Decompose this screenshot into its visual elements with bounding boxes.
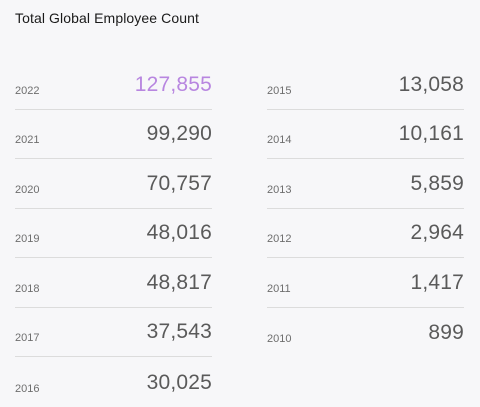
year-label: 2015 bbox=[267, 84, 292, 97]
right-year-column: 2015 13,058 2014 10,161 2013 5,859 2012 … bbox=[267, 60, 464, 357]
page-title: Total Global Employee Count bbox=[15, 10, 200, 26]
year-row: 2016 30,025 bbox=[15, 357, 212, 407]
year-label: 2016 bbox=[15, 382, 40, 395]
year-row: 2013 5,859 bbox=[267, 159, 464, 209]
year-row: 2020 70,757 bbox=[15, 159, 212, 209]
year-label: 2021 bbox=[15, 134, 40, 146]
year-label: 2019 bbox=[15, 233, 40, 245]
year-row: 2012 2,964 bbox=[267, 209, 464, 258]
year-row: 2010 899 bbox=[267, 308, 464, 358]
year-row: 2017 37,543 bbox=[15, 308, 212, 357]
employee-count-value: 1,417 bbox=[410, 270, 464, 294]
employee-count-value: 48,817 bbox=[146, 270, 212, 294]
year-row: 2021 99,290 bbox=[15, 110, 212, 159]
employee-count-value: 99,290 bbox=[146, 122, 212, 145]
year-row: 2022 127,855 bbox=[15, 60, 212, 110]
employee-count-value: 899 bbox=[428, 321, 464, 344]
employee-count-value: 127,855 bbox=[134, 72, 212, 96]
year-row: 2019 48,016 bbox=[15, 209, 212, 258]
year-row: 2018 48,817 bbox=[15, 258, 212, 308]
year-label: 2018 bbox=[15, 282, 40, 295]
year-label: 2010 bbox=[267, 333, 292, 345]
employee-count-value: 70,757 bbox=[146, 171, 212, 195]
year-label: 2013 bbox=[267, 183, 292, 196]
year-row: 2014 10,161 bbox=[267, 110, 464, 159]
employee-count-value: 13,058 bbox=[398, 72, 464, 96]
year-label: 2012 bbox=[267, 233, 292, 245]
employee-count-value: 2,964 bbox=[410, 221, 464, 244]
employee-count-value: 48,016 bbox=[146, 221, 212, 244]
year-label: 2017 bbox=[15, 332, 40, 344]
year-label: 2022 bbox=[15, 84, 40, 97]
year-label: 2020 bbox=[15, 183, 40, 196]
employee-count-value: 5,859 bbox=[410, 171, 464, 195]
left-year-column: 2022 127,855 2021 99,290 2020 70,757 201… bbox=[15, 60, 212, 407]
employee-count-value: 30,025 bbox=[146, 370, 212, 394]
employee-count-value: 10,161 bbox=[398, 122, 464, 145]
year-label: 2014 bbox=[267, 134, 292, 146]
employee-count-value: 37,543 bbox=[146, 320, 212, 343]
year-row: 2011 1,417 bbox=[267, 258, 464, 308]
year-row: 2015 13,058 bbox=[267, 60, 464, 110]
year-label: 2011 bbox=[267, 282, 291, 295]
